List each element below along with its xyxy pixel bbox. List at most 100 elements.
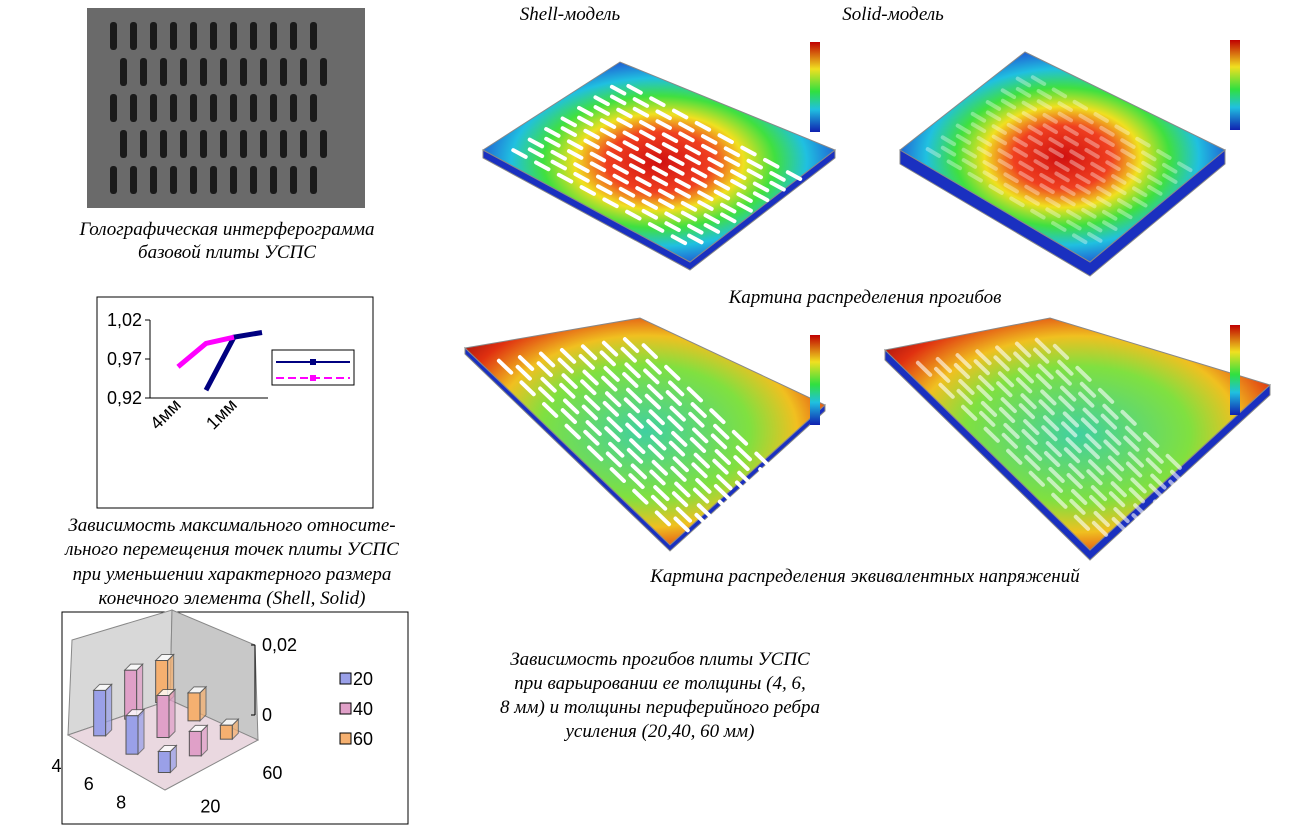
y-tick-label: 1,02 — [107, 310, 142, 330]
slot — [1042, 113, 1058, 124]
slot — [692, 487, 710, 504]
slot — [602, 400, 619, 417]
slot — [686, 386, 703, 403]
slot — [1171, 505, 1188, 522]
slot — [639, 120, 656, 131]
slot — [1062, 411, 1080, 428]
slot — [985, 100, 1002, 111]
slot — [1108, 491, 1126, 508]
slot — [220, 130, 227, 158]
slot — [1012, 136, 1028, 148]
slot — [563, 398, 580, 415]
slot — [280, 58, 287, 86]
slot — [616, 107, 633, 119]
bar-side — [168, 688, 176, 739]
slot — [1130, 477, 1147, 494]
slot — [110, 94, 117, 122]
slot — [527, 137, 545, 149]
slot — [754, 451, 771, 468]
slot — [190, 22, 197, 50]
slot — [1090, 161, 1106, 173]
slot — [1015, 86, 1032, 98]
slot — [998, 407, 1016, 424]
slot — [1072, 99, 1088, 111]
slot — [1105, 429, 1122, 446]
slot — [1131, 513, 1148, 530]
slot — [938, 382, 955, 399]
slot — [714, 449, 731, 465]
slot — [1048, 147, 1064, 159]
slot — [651, 175, 669, 187]
slot — [1093, 112, 1109, 123]
z-tick-label: 0,02 — [262, 635, 297, 655]
slot — [622, 337, 640, 353]
slot — [946, 159, 962, 171]
slot — [1061, 421, 1078, 438]
slot — [544, 127, 561, 138]
slot — [1075, 173, 1091, 185]
slot — [622, 372, 639, 388]
slot — [180, 58, 187, 86]
slot — [604, 426, 621, 443]
slot — [799, 494, 816, 511]
slot — [538, 386, 555, 403]
slot — [976, 385, 993, 402]
slot — [577, 115, 594, 127]
slot — [1087, 221, 1103, 233]
slot — [170, 94, 177, 122]
slot — [190, 94, 197, 122]
slot — [1041, 425, 1058, 442]
slot — [736, 201, 753, 213]
slot — [1063, 135, 1079, 147]
slot — [680, 210, 698, 222]
slot — [1105, 149, 1121, 161]
slot — [778, 498, 795, 515]
slot — [1024, 195, 1040, 206]
slot — [1042, 415, 1060, 432]
slot — [150, 94, 157, 122]
slot — [668, 440, 686, 457]
slot — [190, 166, 197, 194]
slot — [1120, 138, 1136, 149]
slot — [693, 452, 710, 469]
slot — [646, 419, 663, 435]
slot — [955, 353, 972, 370]
slot — [647, 444, 665, 461]
slot — [1033, 148, 1049, 160]
slot — [1210, 497, 1227, 514]
fem-images — [463, 40, 1271, 561]
bar-top — [154, 654, 175, 661]
slot — [1083, 443, 1100, 460]
slot — [997, 158, 1013, 170]
slot — [1133, 503, 1150, 520]
caption: Зависимость максимального относите- — [68, 515, 395, 536]
slot — [320, 130, 327, 158]
slot — [623, 397, 640, 414]
slot — [940, 135, 957, 147]
slot — [1120, 148, 1136, 160]
slot — [625, 209, 642, 221]
slot — [1036, 88, 1052, 100]
slot — [1123, 435, 1140, 452]
slot — [988, 184, 1004, 195]
slot — [730, 169, 747, 180]
slot — [542, 402, 559, 418]
slot — [736, 192, 753, 203]
slot — [1012, 146, 1028, 158]
slot — [140, 130, 147, 158]
slot — [1030, 75, 1047, 86]
slot — [703, 223, 721, 234]
slot — [731, 429, 749, 446]
bar — [93, 689, 107, 737]
slot — [1093, 510, 1110, 527]
slot — [540, 376, 557, 393]
slot — [1147, 174, 1163, 186]
slot — [1035, 373, 1053, 390]
slot — [1045, 207, 1061, 219]
slot — [1018, 403, 1035, 420]
slot — [628, 163, 646, 174]
slot — [1088, 459, 1105, 476]
bar-top — [219, 718, 240, 726]
slot — [995, 345, 1012, 362]
slot — [1068, 463, 1085, 480]
